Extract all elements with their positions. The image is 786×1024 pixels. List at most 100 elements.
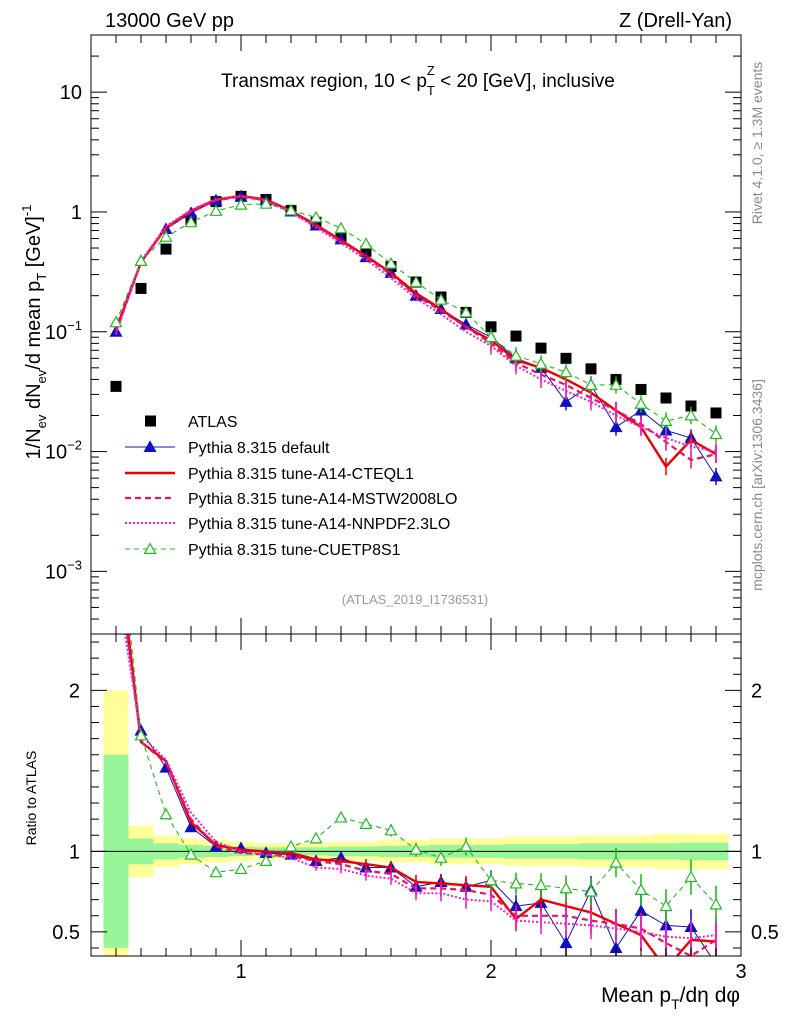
cuetp8s1-marker (684, 408, 698, 421)
series-line-default (115, 195, 717, 477)
ratio-ytick-label-right: 2 (751, 680, 762, 702)
ratio-ylabel: Ratio to ATLAS (23, 751, 39, 846)
series-line-cuetp8s1 (115, 203, 717, 435)
cuetp8s1-marker (609, 378, 623, 390)
header-left-label: 13000 GeV pp (105, 10, 234, 32)
cuetp8s1-marker (234, 197, 248, 210)
cuetp8s1-marker (134, 254, 148, 266)
cuetp8s1-marker (409, 275, 423, 288)
cuetp8s1-marker (184, 215, 198, 228)
default-marker (559, 395, 573, 407)
main-ytick-label: 10−2 (45, 438, 82, 464)
legend: ATLAS Pythia 8.315 default Pythia 8.315 tu… (125, 414, 457, 559)
ratio-default-marker (184, 820, 198, 833)
atlas-point (710, 407, 722, 419)
ratio-default-marker (559, 936, 573, 949)
ratio-xlabel: Mean pT/dη dφ (601, 984, 740, 1012)
atlas-point (660, 392, 672, 404)
ratio-ytick-label-right: 0.5 (751, 922, 779, 944)
ratio-ytick-label: 0.5 (52, 922, 80, 944)
legend-cuetp8s1-marker (143, 542, 157, 555)
ratio-default-marker (111, 556, 122, 566)
ratio-ytick-label: 1 (69, 841, 80, 863)
ratio-cuetp8s1-marker (609, 855, 623, 868)
cuetp8s1-marker (459, 305, 473, 318)
ratio-cuetp8s1-marker (534, 878, 548, 891)
ratio-default-marker (711, 959, 722, 969)
legend-label-default: Pythia 8.315 default (188, 440, 330, 457)
cuetp8s1-marker (209, 204, 223, 216)
atlas-point (535, 342, 547, 354)
legend-atlas-marker (145, 415, 156, 427)
main-marks (109, 189, 723, 486)
ratio-cuetp8s1-marker (134, 728, 148, 741)
ratio-cuetp8s1-marker (184, 847, 198, 860)
ratio-cuetp8s1-marker (409, 843, 423, 855)
ratio-cuetp8s1-marker (509, 876, 523, 889)
atlas-point (485, 321, 497, 333)
cuetp8s1-marker (534, 357, 548, 369)
ratio-cuetp8s1-marker (309, 831, 323, 844)
legend-label-nnpdf: Pythia 8.315 tune-A14-NNPDF2.3LO (188, 516, 450, 533)
ratio-cuetp8s1-marker (384, 823, 398, 836)
default-marker (609, 420, 623, 433)
ratio-frame (90, 633, 742, 957)
default-marker (709, 469, 723, 482)
atlas-point (510, 330, 522, 342)
ratio-cuetp8s1-marker (259, 854, 273, 867)
xtick-label: 1 (235, 961, 246, 983)
main-ytick-label: 10 (60, 82, 82, 104)
cuetp8s1-marker (509, 349, 523, 361)
ratio-cuetp8s1-marker (209, 865, 223, 878)
atlas-point (685, 400, 697, 412)
ratio-marks (111, 492, 723, 969)
ratio-cuetp8s1-marker (459, 839, 473, 852)
ratio-cuetp8s1-marker (559, 881, 573, 894)
main-ytick-label: 10−3 (45, 557, 82, 583)
legend-default-marker (143, 440, 157, 452)
ratio-cuetp8s1-marker (111, 492, 122, 502)
main-title: Transmax region, 10 < pTZ < 20 [GeV], in… (221, 63, 615, 98)
ratio-cuetp8s1-marker (684, 870, 698, 883)
cuetp8s1-marker (484, 330, 498, 343)
cuetp8s1-marker (309, 210, 323, 223)
cuetp8s1-marker (634, 397, 648, 409)
atlas-point (110, 380, 122, 392)
cuetp8s1-marker (284, 203, 298, 216)
cuetp8s1-marker (359, 237, 373, 250)
ratio-ytick-label: 2 (69, 680, 80, 702)
legend-label-cuetp8s1: Pythia 8.315 tune-CUETP8S1 (188, 542, 401, 559)
ratio-panel: 1 2 30.5 0.51 12 2 Ratio to ATLAS Mean pT/dη … (23, 492, 779, 1012)
xtick-label: 2 (485, 961, 496, 983)
cuetp8s1-marker (434, 293, 448, 305)
xtick-label: 3 (735, 961, 746, 983)
legend-label-cteql1: Pythia 8.315 tune-A14-CTEQL1 (188, 466, 414, 483)
cuetp8s1-marker (584, 378, 598, 390)
cuetp8s1-marker (559, 365, 573, 378)
ratio-cuetp8s1-marker (434, 851, 448, 863)
cuetp8s1-marker (259, 197, 273, 209)
cuetp8s1-marker (159, 230, 173, 242)
main-panel: 10 1 10−1 10−2 10−3 Transmax region, 10 < pT… (19, 34, 742, 635)
ratio-cuetp8s1-marker (634, 883, 648, 895)
atlas-point (585, 363, 597, 375)
ratio-axes: 1 2 30.5 0.51 12 2 (52, 634, 779, 983)
header-right-label: Z (Drell-Yan) (619, 10, 732, 32)
legend-label-atlas: ATLAS (188, 414, 238, 431)
ratio-cuetp8s1-marker (359, 817, 373, 829)
cuetp8s1-marker (384, 256, 398, 269)
cuetp8s1-marker (109, 315, 123, 328)
ratio-cuetp8s1-marker (159, 807, 173, 820)
ratio-cuetp8s1-marker (709, 897, 723, 910)
cuetp8s1-marker (659, 414, 673, 426)
cuetp8s1-marker (334, 221, 348, 234)
analysis-tag: (ATLAS_2019_I1736531) (342, 592, 488, 607)
ratio-cuetp8s1-marker (484, 873, 498, 886)
ratio-cuetp8s1-marker (334, 810, 348, 823)
ratio-cuetp8s1-marker (584, 884, 598, 897)
legend-label-mstw: Pythia 8.315 tune-A14-MSTW2008LO (188, 491, 457, 508)
ratio-cuetp8s1-marker (659, 899, 673, 912)
mcplots-label: mcplots.cern.ch [arXiv:1306.3436] (749, 379, 765, 591)
main-ytick-label: 1 (71, 202, 82, 224)
